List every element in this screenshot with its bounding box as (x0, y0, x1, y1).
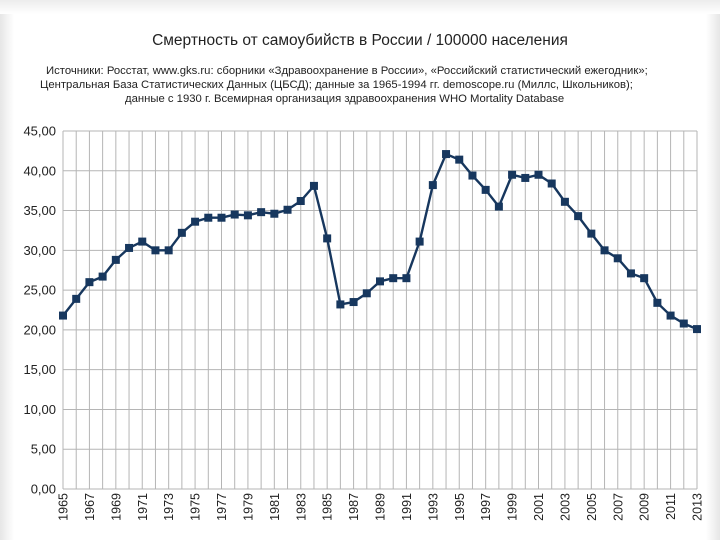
x-tick-label: 1993 (426, 493, 440, 521)
data-point (693, 325, 701, 334)
x-tick-label: 2001 (532, 493, 546, 521)
data-point (72, 294, 81, 303)
data-point (521, 173, 530, 182)
data-point (389, 274, 398, 283)
x-tick-label: 2005 (585, 493, 599, 521)
data-point (508, 170, 517, 179)
data-point (349, 298, 358, 307)
x-tick-label: 2009 (638, 493, 652, 521)
y-tick-label: 40,00 (23, 163, 56, 178)
data-point (217, 213, 226, 222)
data-point (415, 237, 424, 246)
y-tick-label: 0,00 (31, 482, 56, 497)
data-point (177, 228, 186, 237)
data-point (151, 246, 160, 255)
data-point (243, 211, 252, 220)
y-tick-label: 15,00 (23, 362, 56, 377)
data-point (270, 209, 279, 218)
x-tick-label: 2003 (558, 493, 572, 521)
data-point (428, 181, 437, 190)
x-tick-label: 1977 (215, 493, 229, 521)
data-point (336, 300, 345, 309)
data-point (640, 274, 649, 283)
data-point (111, 255, 120, 264)
x-axis-ticks: 1965 1967 1969 1971 1973 1975 1977 1979 1981 1983… (57, 493, 705, 521)
x-tick-label: 2011 (664, 493, 678, 520)
y-tick-label: 45,00 (23, 124, 56, 139)
x-tick-label: 1969 (109, 493, 123, 521)
data-point (257, 208, 266, 217)
data-point (613, 254, 622, 263)
data-point (494, 202, 503, 211)
y-axis-ticks: 0,00 5,00 10,00 15,00 20,00 25,00 30,00 35,00 40… (23, 124, 56, 497)
y-tick-label: 30,00 (23, 243, 56, 258)
x-tick-label: 1979 (241, 493, 255, 521)
data-point (455, 155, 464, 164)
data-point (534, 170, 543, 179)
x-tick-label: 1991 (400, 493, 414, 521)
x-tick-label: 2013 (691, 493, 705, 521)
data-point (547, 179, 556, 188)
data-point (362, 289, 371, 298)
x-tick-label: 1975 (189, 493, 203, 521)
chart-title: Смертность от самоубийств в России / 100… (152, 32, 568, 49)
data-point (402, 274, 411, 283)
data-point (164, 246, 173, 255)
y-tick-label: 10,00 (23, 402, 56, 417)
data-point (666, 311, 675, 320)
y-tick-label: 20,00 (23, 322, 56, 337)
x-tick-label: 1985 (321, 493, 335, 521)
y-tick-label: 5,00 (31, 442, 56, 457)
subtitle-line-1: Источники: Росстат, www.gks.ru: сборники… (46, 65, 648, 77)
x-tick-label: 1981 (268, 493, 282, 521)
data-point (323, 234, 332, 243)
slide-left-edge (0, 0, 14, 540)
slide-top-edge (0, 0, 720, 14)
y-tick-label: 25,00 (23, 283, 56, 298)
data-point (679, 319, 688, 328)
data-point (98, 272, 107, 281)
data-point (125, 243, 134, 252)
subtitle-line-3: данные с 1930 г. Всемирная организация з… (125, 93, 565, 105)
data-point (230, 210, 239, 219)
x-tick-label: 1965 (57, 493, 71, 521)
data-point (204, 213, 213, 222)
data-point (600, 246, 609, 255)
x-tick-label: 1987 (347, 493, 361, 521)
x-tick-label: 1967 (83, 493, 97, 521)
x-tick-label: 1973 (162, 493, 176, 521)
x-tick-label: 1971 (136, 493, 150, 521)
chart-subtitle: Источники: Росстат, www.gks.ru: сборники… (40, 64, 710, 106)
data-point (309, 181, 318, 190)
data-point (442, 150, 451, 159)
data-point (587, 229, 596, 238)
data-point (560, 197, 569, 206)
data-point (574, 212, 583, 221)
x-tick-label: 2007 (611, 493, 625, 521)
x-tick-label: 1995 (453, 493, 467, 521)
data-point (376, 277, 384, 286)
data-point (653, 298, 662, 307)
data-point (85, 278, 94, 287)
data-point (59, 311, 67, 320)
y-tick-label: 35,00 (23, 203, 56, 218)
data-point (191, 217, 200, 226)
x-tick-label: 1999 (506, 493, 520, 521)
series (59, 150, 701, 334)
data-point (283, 205, 292, 214)
slide-right-edge (706, 0, 720, 540)
x-tick-label: 1983 (294, 493, 308, 521)
x-tick-label: 1997 (479, 493, 493, 521)
data-point (138, 237, 147, 246)
subtitle-line-2: Центральная База Статистических Данных (… (40, 79, 633, 91)
x-tick-label: 1989 (374, 493, 388, 521)
data-point (481, 185, 490, 194)
grid (62, 130, 698, 490)
data-point (296, 197, 305, 206)
data-point (626, 269, 635, 278)
data-point (468, 171, 477, 180)
